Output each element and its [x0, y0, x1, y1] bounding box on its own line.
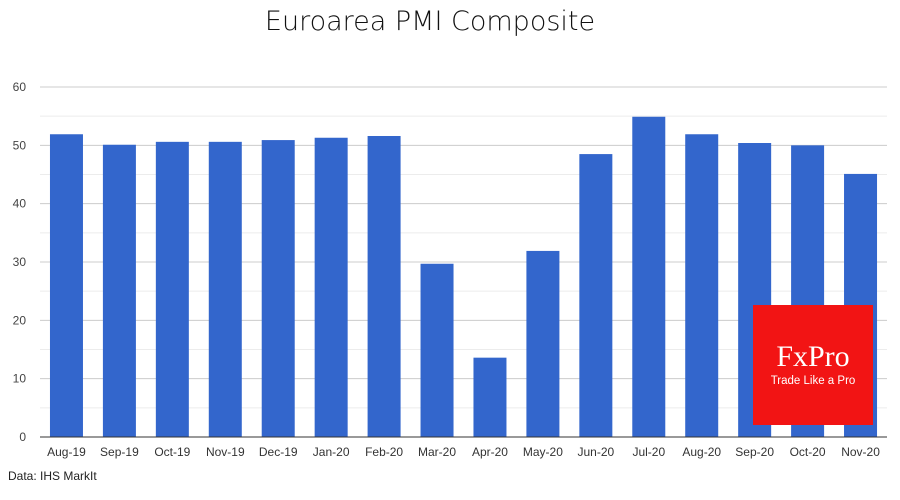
bar — [155, 141, 189, 438]
data-source: Data: IHS MarkIt — [8, 469, 97, 483]
x-tick-label: Feb-20 — [365, 445, 403, 459]
x-tick-label: Sep-20 — [735, 445, 774, 459]
bar — [102, 144, 136, 437]
x-tick-label: Aug-19 — [47, 445, 86, 459]
y-tick-label: 0 — [19, 430, 26, 444]
x-tick-label: Sep-19 — [100, 445, 139, 459]
chart-title: Euroarea PMI Composite — [264, 6, 596, 37]
fxpro-logo: FxPro Trade Like a Pro — [753, 305, 873, 425]
bar — [526, 250, 560, 437]
bar — [685, 134, 719, 437]
y-tick-label: 40 — [13, 197, 27, 211]
y-tick-label: 50 — [13, 138, 27, 152]
bar — [49, 134, 83, 437]
x-tick-label: Dec-19 — [259, 445, 298, 459]
bar — [420, 263, 454, 437]
bar — [367, 136, 401, 437]
x-tick-label: May-20 — [523, 445, 563, 459]
x-tick-label: Aug-20 — [682, 445, 721, 459]
bar — [579, 154, 613, 438]
x-tick-label: Jul-20 — [632, 445, 665, 459]
y-tick-label: 20 — [13, 313, 27, 327]
x-tick-label: Oct-20 — [790, 445, 826, 459]
bar — [314, 137, 348, 437]
x-tick-label: Nov-20 — [841, 445, 880, 459]
bar — [473, 357, 507, 437]
x-tick-label: Nov-19 — [206, 445, 245, 459]
bar — [261, 140, 295, 438]
bar — [208, 141, 242, 438]
logo-tagline: Trade Like a Pro — [770, 375, 856, 387]
x-tick-label: Jun-20 — [577, 445, 614, 459]
y-tick-label: 60 — [13, 80, 27, 94]
y-tick-label: 30 — [13, 255, 27, 269]
bar — [632, 116, 666, 437]
logo-brand: FxPro — [776, 340, 850, 373]
y-tick-label: 10 — [13, 372, 27, 386]
x-tick-label: Apr-20 — [472, 445, 508, 459]
x-tick-label: Mar-20 — [418, 445, 456, 459]
x-tick-label: Jan-20 — [313, 445, 350, 459]
x-tick-label: Oct-19 — [154, 445, 190, 459]
